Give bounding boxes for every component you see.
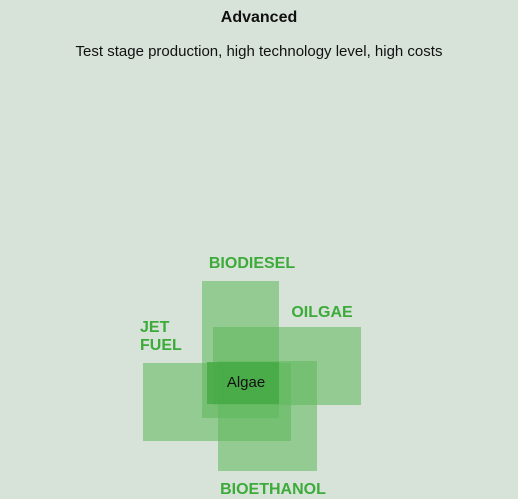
node-label: BIOETHANOL: [220, 481, 326, 498]
node-label: BIODIESEL: [209, 255, 295, 272]
node-label: OILGAE: [291, 304, 353, 321]
title: Advanced: [221, 9, 297, 26]
subtitle: Test stage production, high technology l…: [76, 43, 443, 60]
node-label: Algae: [227, 374, 265, 391]
node-label: FUEL: [140, 337, 182, 354]
algae-square: [207, 362, 279, 404]
node-label: JET: [140, 319, 170, 336]
